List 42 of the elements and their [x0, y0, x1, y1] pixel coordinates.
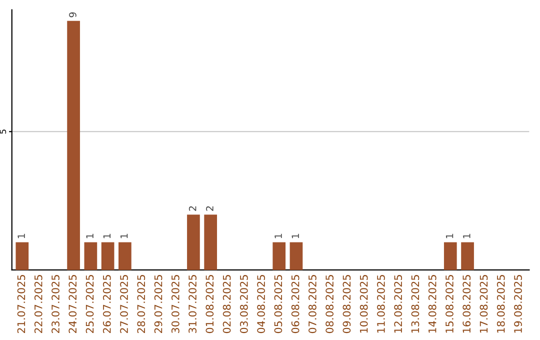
x-tick-label: 09.08.2025 — [342, 275, 351, 334]
data-label: 1 — [86, 234, 94, 238]
data-label: 1 — [18, 234, 25, 238]
data-label: 1 — [463, 234, 470, 238]
x-tick-label: 10.08.2025 — [360, 275, 368, 333]
x-tick-label: 05.08.2025 — [274, 275, 282, 334]
x-tick-label: 13.08.2025 — [411, 275, 420, 333]
x-tick-label: 11.08.2025 — [377, 275, 385, 333]
x-tick-label: 03.08.2025 — [240, 275, 248, 334]
x-tick-label: 21.07.2025 — [17, 275, 26, 334]
x-tick-label: 07.08.2025 — [308, 275, 316, 334]
data-label: 1 — [446, 234, 454, 238]
x-tick-label: 27.07.2025 — [120, 275, 128, 334]
x-tick-label: 25.07.2025 — [86, 275, 94, 334]
y-tick-label: 5 — [0, 130, 6, 134]
data-label: 1 — [103, 234, 110, 238]
x-tick-label: 15.08.2025 — [446, 275, 454, 333]
x-tick-label: 18.08.2025 — [496, 275, 505, 333]
x-tick-label: 12.08.2025 — [394, 275, 402, 333]
x-tick-label: 29.07.2025 — [154, 275, 162, 334]
x-tick-label: 30.07.2025 — [171, 275, 180, 333]
data-label: 1 — [120, 234, 128, 238]
x-tick-label: 22.07.2025 — [34, 275, 42, 334]
x-tick-label: 06.08.2025 — [291, 275, 300, 334]
data-label: 1 — [292, 234, 299, 238]
x-tick-label: 31.07.2025 — [188, 275, 196, 333]
x-tick-label: 26.07.2025 — [102, 275, 111, 334]
x-tick-label: 08.08.2025 — [326, 275, 334, 334]
x-tick-label: 23.07.2025 — [52, 275, 60, 334]
x-tick-label: 01.08.2025 — [206, 275, 214, 334]
x-tick-label: 28.07.2025 — [137, 275, 146, 334]
x-tick-label: 04.08.2025 — [257, 275, 265, 334]
x-tick-label: 14.08.2025 — [428, 275, 436, 333]
x-tick-label: 02.08.2025 — [222, 275, 231, 334]
x-tick-label: 24.07.2025 — [68, 275, 77, 334]
data-label: 2 — [188, 206, 196, 211]
data-label: 2 — [206, 206, 214, 211]
data-label: 9 — [69, 12, 76, 18]
data-label: 1 — [274, 234, 282, 238]
x-tick-label: 16.08.2025 — [462, 275, 471, 333]
x-tick-label: 17.08.2025 — [480, 275, 488, 333]
x-tick-label: 19.08.2025 — [514, 275, 522, 333]
